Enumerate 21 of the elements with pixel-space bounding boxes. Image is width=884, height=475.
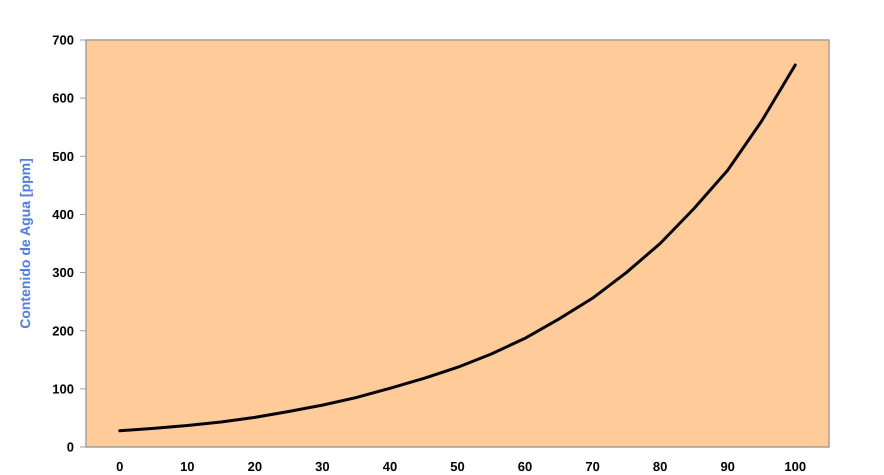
y-tick-label: 500	[52, 148, 74, 164]
y-tick-label: 400	[52, 206, 74, 222]
y-tick-label: 300	[52, 265, 74, 280]
y-tick-label: 0	[66, 440, 74, 455]
y-tick-label: 700	[52, 32, 74, 48]
x-tick-label: 90	[720, 459, 735, 474]
y-tick-label: 100	[52, 381, 74, 396]
x-tick-label: 30	[315, 459, 330, 474]
y-axis-title: Contenido de Agua [ppm]	[17, 158, 33, 329]
line-series	[118, 64, 797, 432]
x-tick-label: 10	[180, 459, 195, 474]
x-tick-label: 60	[518, 459, 532, 474]
x-tick-label: 0	[116, 459, 124, 474]
x-tick-label: 50	[450, 459, 465, 474]
y-tick-label: 600	[52, 90, 74, 106]
x-tick-label: 20	[248, 459, 262, 474]
x-tick-label: 40	[382, 459, 398, 474]
x-tick-label: 100	[784, 459, 806, 474]
x-tick-label: 70	[585, 459, 600, 474]
y-tick-label: 200	[52, 323, 74, 338]
x-tick-label: 80	[652, 459, 668, 474]
